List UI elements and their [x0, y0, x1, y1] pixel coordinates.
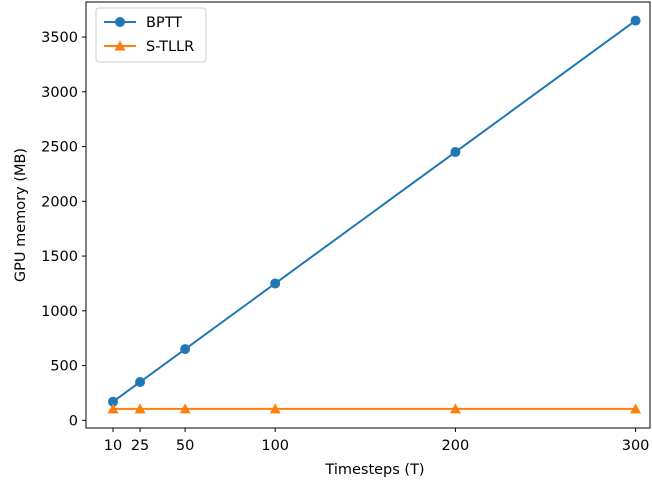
x-axis-label: Timesteps (T) — [324, 462, 424, 478]
legend-marker-stllr — [114, 40, 126, 51]
data-point-bptt — [180, 344, 191, 355]
series-line-bptt — [112, 19, 637, 403]
y-tick-label: 0 — [69, 413, 78, 429]
y-tick-label: 1500 — [41, 249, 78, 265]
y-tick-label: 3500 — [41, 30, 78, 46]
series-layer — [107, 15, 642, 414]
x-tick-labels: 10 25 50 100 200 300 — [104, 428, 650, 454]
legend-marker-bptt — [115, 17, 125, 27]
data-point-s-tllr — [630, 403, 642, 414]
data-point-s-tllr — [134, 403, 146, 414]
data-point-bptt — [135, 377, 146, 388]
data-point-s-tllr — [269, 403, 281, 414]
legend: BPTT S-TLLR — [95, 7, 207, 63]
x-tick-label: 200 — [442, 438, 470, 454]
data-point-bptt — [630, 15, 641, 26]
x-tick-label: 10 — [104, 438, 122, 454]
x-tick-label: 100 — [261, 438, 289, 454]
y-tick-label: 500 — [50, 359, 78, 375]
y-axis-label: GPU memory (MB) — [13, 148, 29, 282]
y-tick-label: 2500 — [41, 140, 78, 156]
y-tick-labels: 0 500 1000 1500 2000 2500 3000 3500 — [41, 30, 86, 429]
y-tick-label: 2000 — [41, 194, 78, 210]
data-point-bptt — [450, 147, 461, 158]
data-point-bptt — [108, 396, 119, 407]
x-tick-label: 50 — [176, 438, 194, 454]
data-point-s-tllr — [107, 403, 119, 414]
plot-frame — [85, 1, 651, 429]
x-tick-label: 25 — [131, 438, 149, 454]
y-tick-label: 1000 — [41, 304, 78, 320]
legend-label-bptt: BPTT — [146, 15, 182, 31]
x-tick-label: 300 — [622, 438, 650, 454]
y-tick-label: 3000 — [41, 85, 78, 101]
data-point-s-tllr — [449, 403, 461, 414]
legend-label-stllr: S-TLLR — [146, 39, 194, 55]
data-point-s-tllr — [179, 403, 191, 414]
data-point-bptt — [270, 278, 281, 289]
